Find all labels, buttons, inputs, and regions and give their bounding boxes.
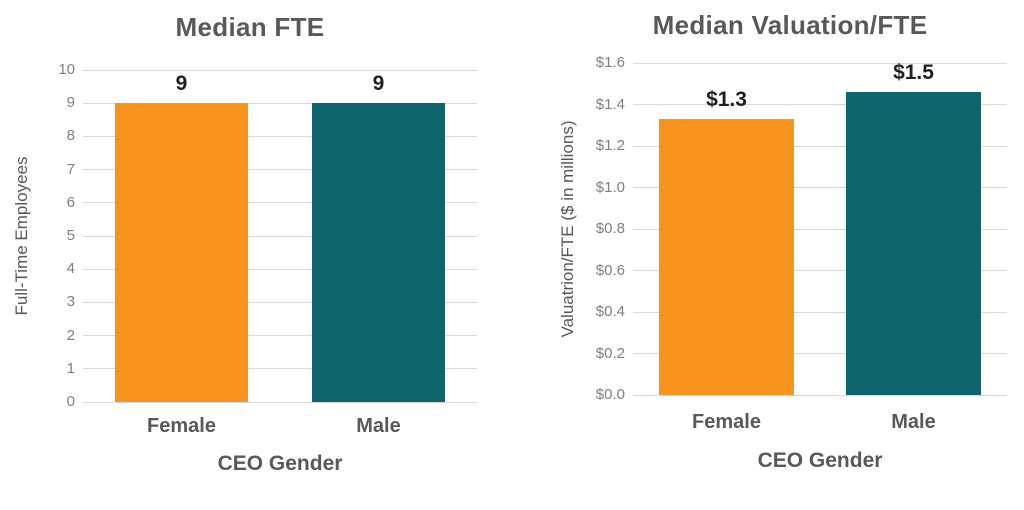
y-tick-label: 3 (66, 293, 75, 311)
gridline (83, 202, 477, 204)
y-tick-label: 10 (58, 61, 75, 78)
y-tick-label: $1.6 (595, 54, 625, 71)
gridline (83, 135, 477, 137)
y-tick-label: 5 (66, 227, 75, 244)
gridline (83, 335, 477, 337)
data-label: 9 (175, 72, 188, 96)
gridline (633, 62, 1007, 64)
gridline (83, 169, 477, 171)
median-valuation-fte-chart: Median Valuation/FTE Valuatrion/FTE ($ i… (512, 0, 1024, 510)
gridline (83, 268, 477, 270)
x-axis-title: CEO Gender (217, 452, 343, 475)
y-tick-label: $0.0 (595, 386, 625, 403)
y-tick-label: 0 (66, 393, 75, 410)
y-tick-label: 6 (66, 193, 75, 211)
gridline (83, 102, 477, 104)
gridline (633, 145, 1007, 147)
gridline (83, 69, 477, 71)
y-tick-label: $0.6 (595, 261, 625, 279)
gridline (633, 311, 1007, 313)
category-label-female: Female (692, 411, 761, 433)
data-label: $1.3 (706, 88, 747, 112)
chart-title: Median FTE (175, 12, 325, 42)
y-tick-label: $1.0 (595, 178, 625, 196)
data-label: $1.5 (893, 61, 934, 85)
category-label-female: Female (147, 415, 216, 437)
y-tick-label: 8 (66, 127, 75, 145)
bar-female (114, 103, 249, 402)
y-tick-label: 1 (66, 359, 75, 377)
gridline (633, 270, 1007, 271)
bar-male (311, 103, 446, 402)
category-label-male: Male (891, 411, 936, 433)
y-tick-label: $0.8 (595, 220, 625, 237)
gridline (83, 368, 477, 370)
x-axis-title: CEO Gender (757, 449, 883, 472)
y-tick-label: 4 (66, 260, 75, 278)
y-tick-label: $0.4 (595, 303, 625, 320)
y-tick-label: 2 (66, 326, 75, 344)
data-label: 9 (372, 72, 385, 96)
gridline (633, 228, 1007, 230)
bar-female (659, 119, 794, 395)
gridline (83, 401, 477, 403)
y-tick-label: $0.2 (595, 344, 625, 362)
y-tick-label: 7 (66, 160, 75, 178)
gridline (633, 187, 1007, 188)
gridline (83, 235, 477, 237)
gridline (633, 353, 1007, 354)
y-tick-label: $1.2 (595, 137, 625, 154)
bar-male (846, 92, 981, 395)
gridline (633, 394, 1007, 396)
gridline (83, 301, 477, 303)
y-tick-label: 9 (66, 94, 75, 112)
median-fte-chart: Median FTE Full-Time Employees CEO Gende… (12, 12, 477, 475)
gridline (633, 104, 1007, 105)
y-tick-label: $1.4 (595, 95, 625, 113)
category-label-male: Male (356, 415, 401, 437)
chart-title: Median Valuation/FTE (652, 10, 928, 40)
